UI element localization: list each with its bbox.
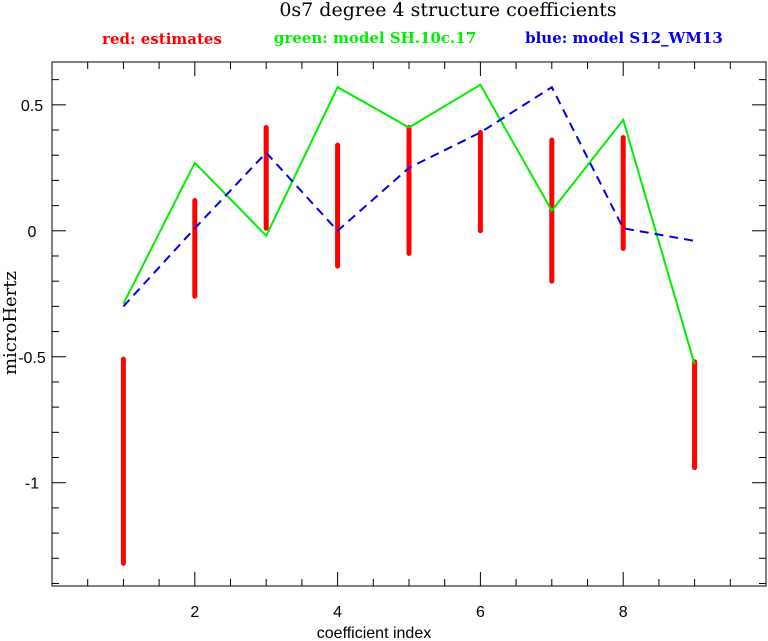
legend-model-sh10c17: green: model SH.10c.17 bbox=[274, 29, 476, 47]
axis-ticks bbox=[52, 62, 766, 586]
model-lines bbox=[122, 83, 696, 365]
y-tick-label: -1 bbox=[25, 476, 39, 493]
x-tick-label: 2 bbox=[190, 604, 199, 621]
y-tick-label: 0 bbox=[28, 224, 37, 241]
series-estimates bbox=[120, 125, 698, 566]
series-line-s12-wm13 bbox=[122, 85, 695, 308]
legend-model-s12wm13: blue: model S12_WM13 bbox=[525, 29, 723, 47]
y-tick-label: -0.5 bbox=[18, 350, 46, 367]
y-tick-label: 0.5 bbox=[21, 98, 43, 115]
axis-tick-labels: 2 4 6 8 0.5 0 -0.5 -1 bbox=[18, 98, 628, 621]
series-line-sh10c17 bbox=[122, 83, 696, 365]
x-tick-label: 8 bbox=[619, 604, 628, 621]
x-tick-label: 6 bbox=[476, 604, 485, 621]
y-axis-label: microHertz bbox=[0, 271, 21, 375]
chart-title: 0s7 degree 4 structure coefficients bbox=[279, 0, 616, 21]
legend-estimates: red: estimates bbox=[102, 30, 222, 48]
x-tick-label: 4 bbox=[333, 604, 342, 621]
x-axis-label: coefficient index bbox=[317, 625, 431, 641]
